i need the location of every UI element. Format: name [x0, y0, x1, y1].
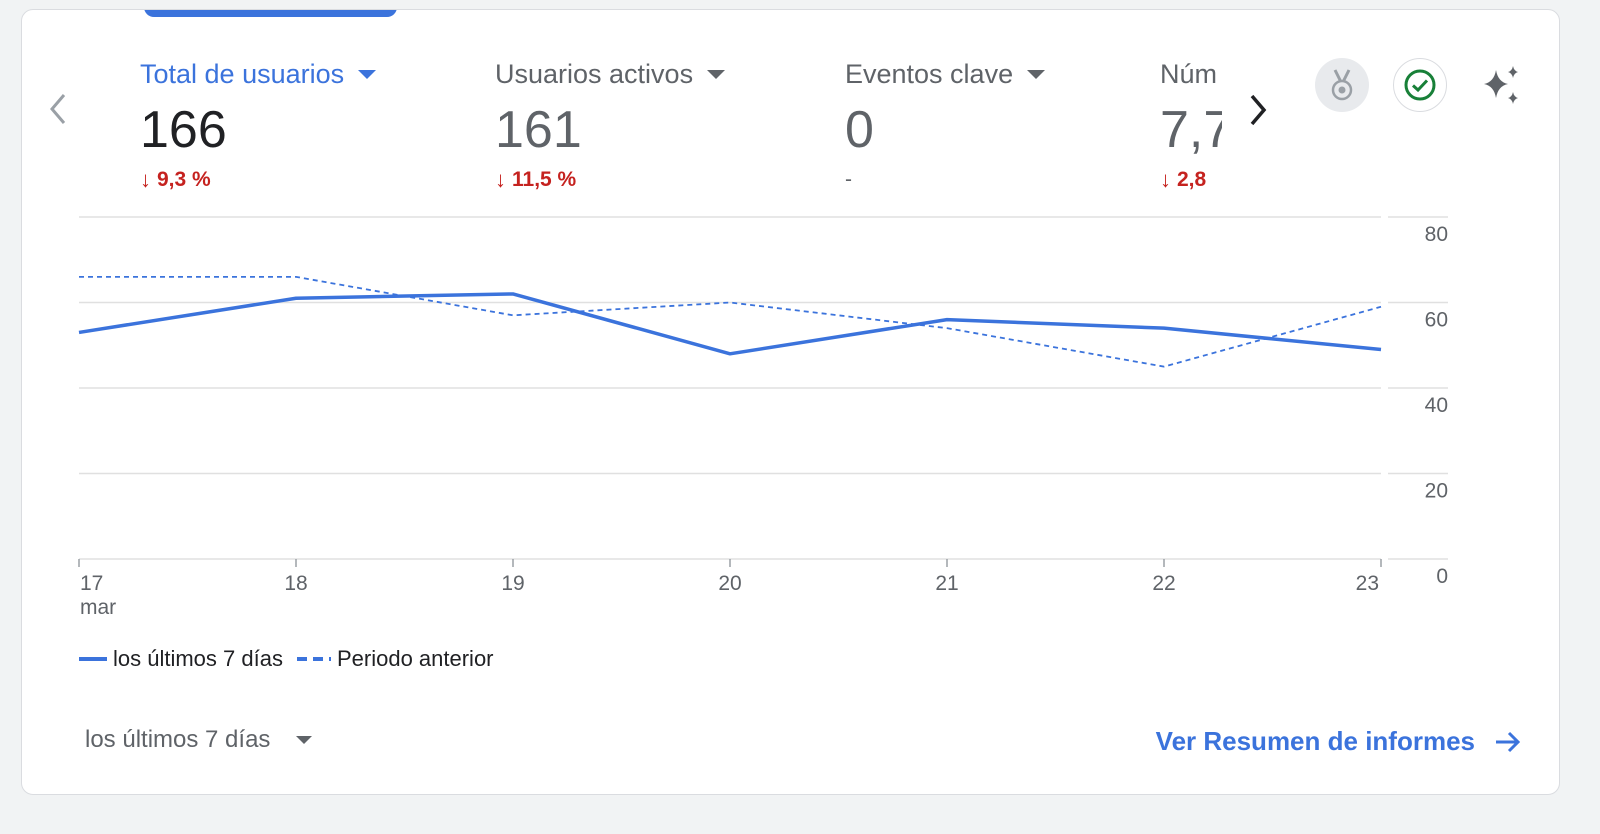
- y-tick-label: 0: [1436, 565, 1448, 588]
- metric-value: 7,7: [1160, 101, 1222, 159]
- metric-delta-value: 2,8: [1177, 168, 1207, 191]
- users-line-chart: 80 60 40 20 0 17 18 19 20 21 22 23 mar: [78, 216, 1448, 619]
- arrow-down-icon: ↓: [140, 167, 151, 192]
- metric-value: 161: [495, 101, 582, 159]
- legend-item-previous: Periodo anterior: [296, 646, 494, 672]
- legend-label: los últimos 7 días: [113, 646, 283, 671]
- x-tick-sublabel: mar: [80, 596, 116, 619]
- legend-swatch-dashed: [296, 657, 331, 661]
- series-line-previous: [79, 275, 1382, 368]
- chevron-down-icon: [296, 736, 313, 744]
- view-reports-summary-link[interactable]: Ver Resumen de informes: [1156, 726, 1523, 757]
- x-tick-label: 21: [935, 572, 958, 595]
- active-tab-indicator: [144, 10, 397, 17]
- chart-legend: los últimos 7 días Periodo anterior: [79, 646, 508, 672]
- metric-tab-number[interactable]: Núm 7,7 ↓ 2,8: [1160, 54, 1222, 194]
- x-tick-label: 23: [1356, 572, 1379, 595]
- x-tick-label: 18: [284, 572, 307, 595]
- metric-delta-value: -: [845, 168, 852, 191]
- metric-label: Usuarios activos: [495, 58, 694, 89]
- metric-label: Núm: [1160, 58, 1218, 89]
- y-tick-label: 20: [1425, 480, 1448, 503]
- metric-delta: ↓ 11,5 %: [495, 166, 785, 194]
- arrow-down-icon: ↓: [495, 167, 506, 192]
- metric-label: Eventos clave: [845, 58, 1014, 89]
- legend-item-current: los últimos 7 días: [79, 646, 283, 672]
- y-tick-label: 60: [1425, 309, 1448, 332]
- x-tick-label: 19: [501, 572, 524, 595]
- summary-card: Total de usuarios 166 ↓ 9,3 % Usuarios ac…: [21, 9, 1560, 795]
- metric-value: 0: [845, 101, 874, 159]
- metric-delta-value: 11,5 %: [512, 168, 577, 191]
- arrow-right-icon: [1496, 731, 1521, 752]
- sparkle-icon[interactable]: [1474, 58, 1528, 112]
- date-range-label: los últimos 7 días: [85, 726, 271, 753]
- metric-label: Total de usuarios: [140, 58, 345, 89]
- chevron-down-icon[interactable]: [1027, 69, 1046, 79]
- chevron-left-icon[interactable]: [40, 88, 76, 130]
- x-tick-label: 20: [718, 572, 741, 595]
- chevron-right-icon[interactable]: [1240, 88, 1276, 132]
- metric-tab-key-events[interactable]: Eventos clave 0 -: [845, 54, 1135, 194]
- date-range-select[interactable]: los últimos 7 días: [85, 726, 313, 754]
- metric-tab-active-users[interactable]: Usuarios activos 161 ↓ 11,5 %: [495, 54, 785, 194]
- legend-label: Periodo anterior: [336, 646, 494, 671]
- y-tick-label: 40: [1425, 394, 1448, 417]
- x-tick-label: 22: [1152, 572, 1175, 595]
- metric-delta-value: 9,3 %: [157, 168, 211, 191]
- metric-tab-total-users[interactable]: Total de usuarios 166 ↓ 9,3 %: [140, 54, 430, 194]
- y-tick-label: 80: [1425, 223, 1448, 246]
- check-circle-icon[interactable]: [1393, 58, 1447, 112]
- medal-icon[interactable]: [1315, 58, 1369, 112]
- metric-value: 166: [140, 101, 227, 159]
- legend-swatch-solid: [79, 657, 107, 661]
- chevron-down-icon[interactable]: [707, 69, 726, 79]
- chevron-down-icon[interactable]: [358, 69, 377, 79]
- x-tick-label: 17: [80, 572, 103, 595]
- metric-delta: ↓ 2,8: [1160, 166, 1222, 194]
- metric-delta: ↓ 9,3 %: [140, 166, 430, 194]
- arrow-down-icon: ↓: [1160, 167, 1171, 192]
- metric-delta: -: [845, 166, 1135, 194]
- link-label: Ver Resumen de informes: [1155, 726, 1475, 756]
- series-line-current: [78, 292, 1382, 356]
